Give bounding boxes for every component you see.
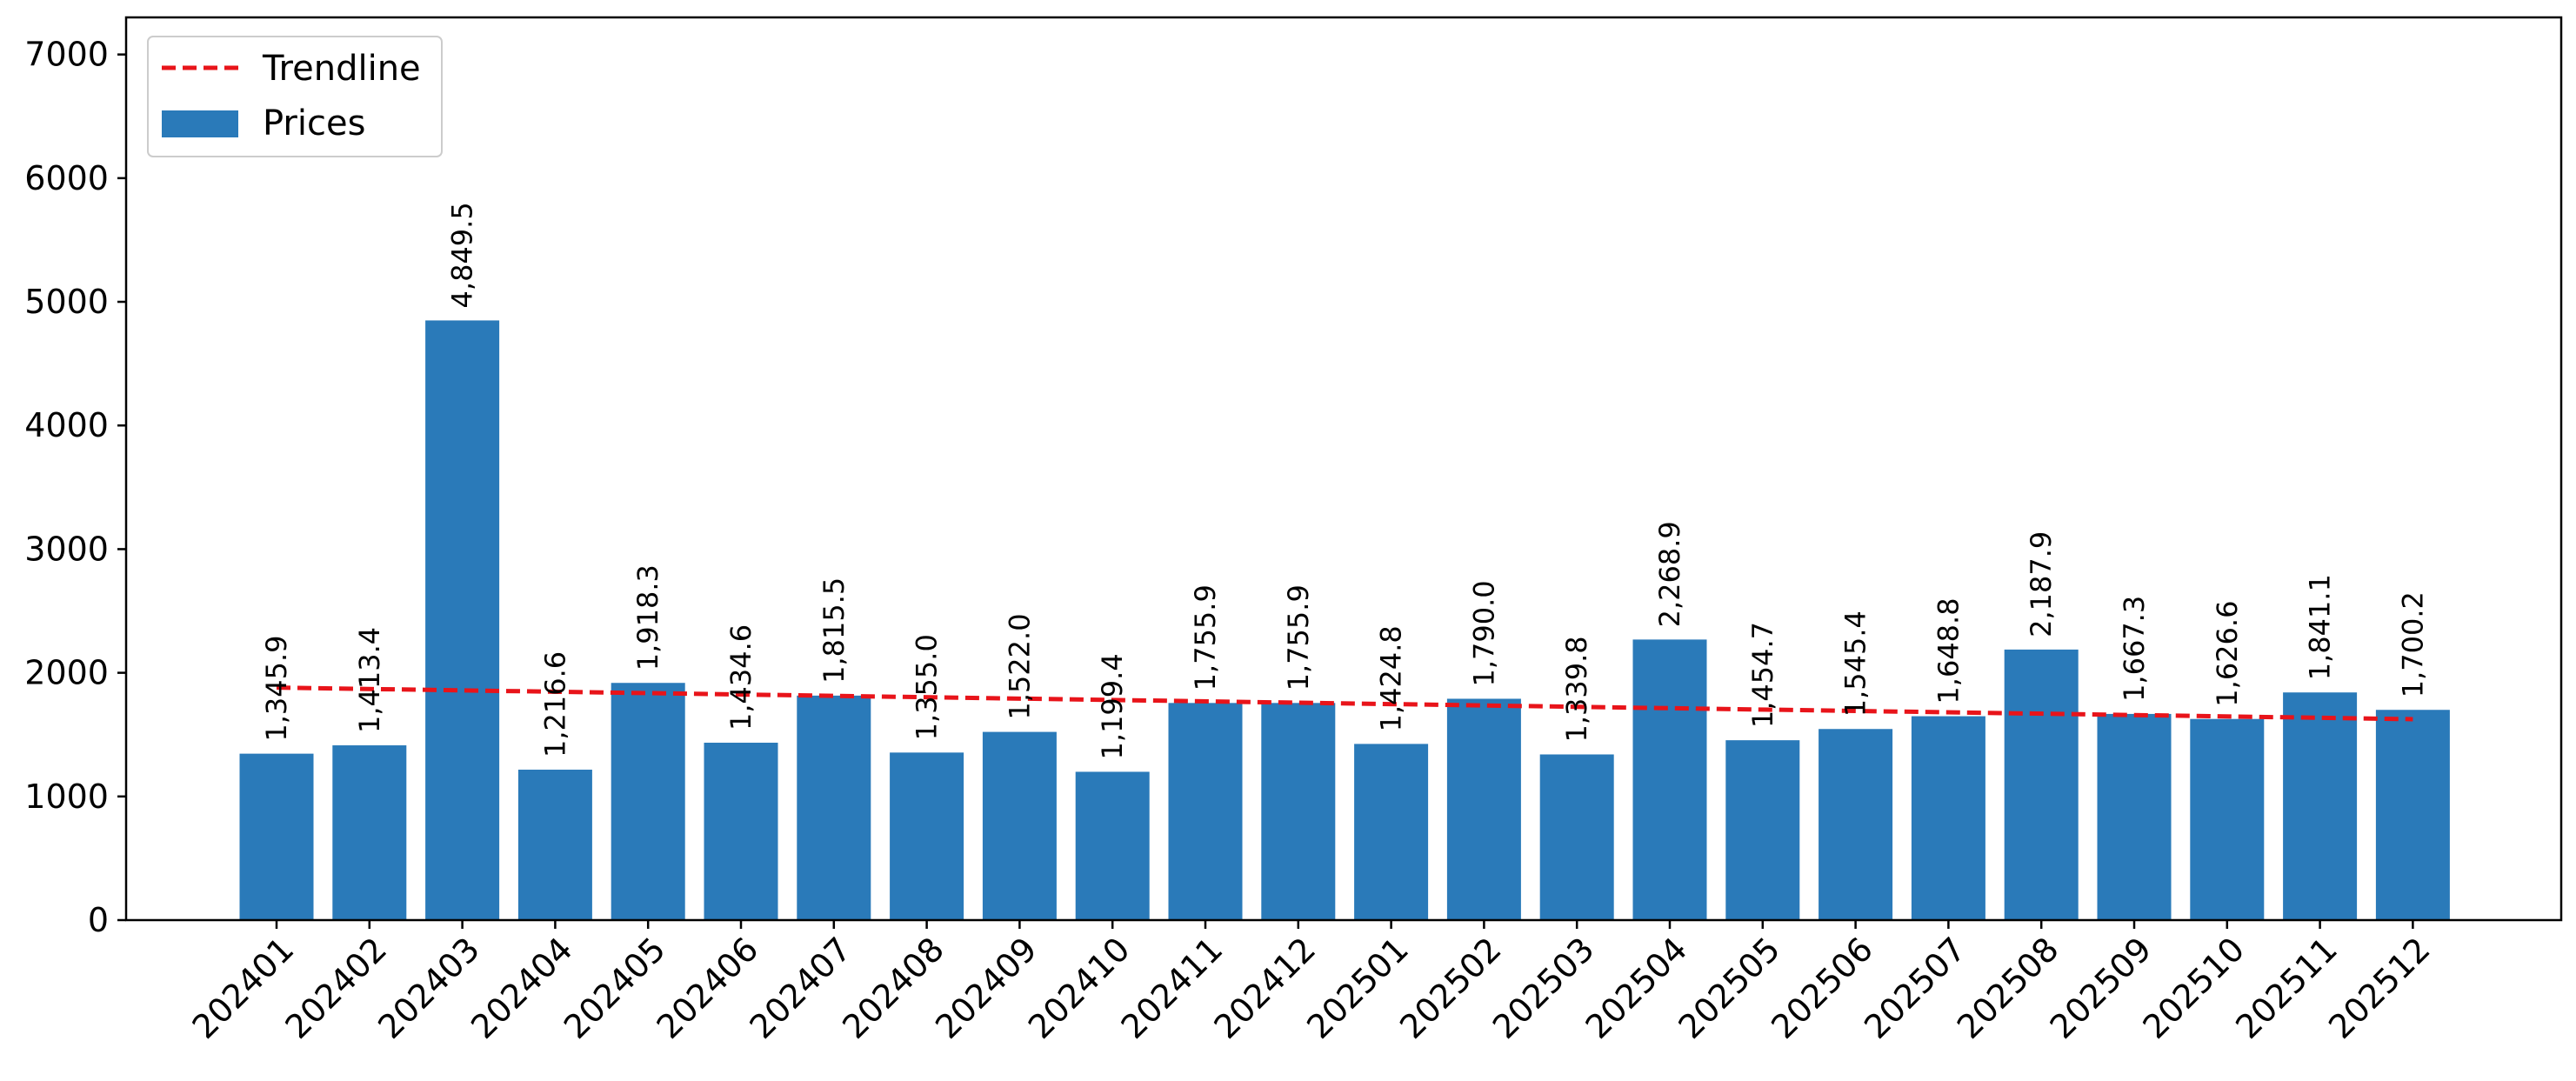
bar-202509	[2097, 713, 2172, 920]
bar-202505	[1725, 740, 1800, 920]
trendline-layer	[276, 685, 2413, 722]
data-label-202506: 1,545.4	[1839, 611, 1872, 717]
bar-202412	[1261, 703, 1336, 920]
legend-prices-swatch	[162, 110, 238, 137]
bar-202508	[2004, 649, 2079, 920]
bar-202507	[1911, 716, 1985, 920]
data-label-202407: 1,815.5	[818, 577, 851, 684]
data-label-202512: 1,700.2	[2396, 591, 2429, 697]
bar-202402	[332, 745, 407, 920]
y-tick-label-0: 0	[88, 901, 109, 939]
data-label-202510: 1,626.6	[2211, 601, 2244, 707]
bar-202405	[611, 683, 685, 920]
data-label-202412: 1,755.9	[1282, 584, 1315, 691]
y-tick-label-7000: 7000	[24, 36, 109, 74]
data-label-202509: 1,667.3	[2118, 596, 2151, 702]
data-label-202405: 1,918.3	[631, 564, 664, 671]
data-label-202401: 1,345.9	[260, 635, 293, 741]
legend-trendline-label: Trendline	[262, 49, 421, 89]
data-label-202409: 1,522.0	[1003, 613, 1036, 719]
bar-202409	[982, 731, 1057, 920]
data-label-202402: 1,413.4	[353, 627, 386, 733]
bar-202510	[2190, 718, 2265, 920]
data-label-202508: 2,187.9	[2025, 531, 2058, 637]
data-label-202403: 4,849.5	[446, 202, 479, 308]
bar-202511	[2283, 692, 2358, 920]
bar-202411	[1168, 703, 1243, 920]
data-label-202501: 1,424.8	[1375, 625, 1408, 731]
bar-202403	[425, 320, 500, 921]
bar-202404	[517, 770, 592, 920]
data-labels-layer: 1,345.9 1,413.4 4,849.5 1,216.6 1,918.3 1,434…	[260, 202, 2429, 759]
plot-frame	[124, 16, 2563, 922]
legend-prices-label: Prices	[263, 103, 365, 143]
y-axis: 0 1000 2000 3000 4000 5000 6000 7000	[24, 36, 126, 939]
y-tick-label-1000: 1000	[24, 777, 109, 816]
data-label-202404: 1,216.6	[538, 651, 571, 757]
data-label-202504: 2,268.9	[1653, 521, 1686, 627]
data-label-202411: 1,755.9	[1189, 584, 1222, 691]
y-tick-label-3000: 3000	[24, 530, 109, 568]
bar-202504	[1632, 639, 1707, 920]
data-label-202410: 1,199.4	[1096, 653, 1129, 759]
bar-202406	[704, 743, 778, 920]
bars-layer	[239, 320, 2450, 921]
data-label-202406: 1,434.6	[724, 624, 757, 731]
bar-202503	[1539, 754, 1614, 920]
data-label-202511: 1,841.1	[2304, 574, 2337, 680]
data-label-202505: 1,454.7	[1746, 622, 1779, 728]
bar-202401	[239, 753, 314, 920]
bar-202408	[890, 752, 964, 920]
bar-202407	[797, 695, 871, 920]
legend: Trendline Prices	[147, 36, 443, 157]
bar-202410	[1075, 771, 1150, 920]
y-tick-label-4000: 4000	[24, 406, 109, 444]
data-label-202408: 1,355.0	[911, 634, 944, 740]
y-tick-label-6000: 6000	[24, 159, 109, 197]
data-label-202502: 1,790.0	[1467, 580, 1500, 686]
trendline	[276, 685, 2413, 722]
bar-202501	[1354, 744, 1429, 920]
data-label-202507: 1,648.8	[1932, 597, 1965, 704]
data-label-202503: 1,339.8	[1560, 636, 1593, 742]
bar-202512	[2375, 710, 2450, 920]
y-tick-label-2000: 2000	[24, 654, 109, 692]
bar-202502	[1446, 698, 1521, 920]
bar-202506	[1819, 729, 1893, 920]
y-tick-label-5000: 5000	[24, 283, 109, 321]
